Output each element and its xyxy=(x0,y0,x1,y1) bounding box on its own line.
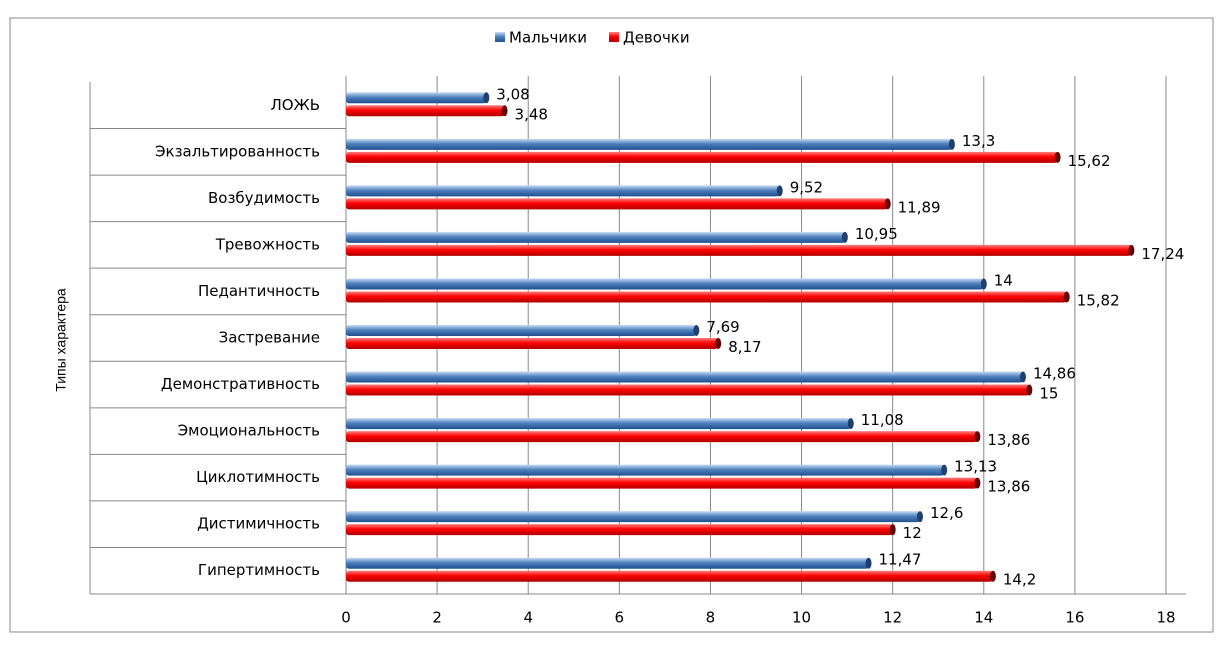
value-label: 11,08 xyxy=(861,411,904,429)
bar xyxy=(346,291,1067,303)
value-label: 13,86 xyxy=(987,431,1030,449)
bar xyxy=(346,231,845,243)
bar-cap xyxy=(841,231,848,243)
bar xyxy=(346,198,888,210)
y-tick-label: Застревание xyxy=(219,329,320,347)
value-label: 3,48 xyxy=(515,105,548,123)
bar-cap xyxy=(865,557,872,569)
bar xyxy=(346,464,945,476)
bar-cap xyxy=(889,524,896,536)
value-label: 15 xyxy=(1039,385,1058,403)
legend-label: Мальчики xyxy=(509,29,587,47)
bar xyxy=(346,151,1058,163)
x-tick-label: 14 xyxy=(974,609,993,627)
bar-cap xyxy=(693,325,700,336)
value-label: 12 xyxy=(903,524,922,542)
y-tick-label: Гипертимность xyxy=(198,561,320,579)
bar-cap xyxy=(980,278,987,290)
bar xyxy=(346,185,780,197)
x-tick-label: 8 xyxy=(706,609,716,627)
bar-cap xyxy=(501,105,508,117)
bar xyxy=(346,138,952,150)
bar-cap xyxy=(483,92,490,104)
bar-cap xyxy=(1128,244,1135,256)
bar xyxy=(346,570,993,582)
legend-swatch xyxy=(495,32,505,42)
value-label: 11,89 xyxy=(898,198,941,216)
y-tick-label: Экзальтированность xyxy=(155,142,320,160)
y-tick-label: Тревожность xyxy=(215,235,320,253)
y-tick-label: Демонстративность xyxy=(161,375,320,393)
bar-cap xyxy=(941,464,948,476)
bar-cap xyxy=(776,185,783,197)
value-label: 13,3 xyxy=(962,132,995,150)
value-label: 17,24 xyxy=(1141,245,1184,263)
y-tick-label: Эмоциональность xyxy=(178,422,320,440)
value-label: 14 xyxy=(994,271,1013,289)
bar-cap xyxy=(847,418,854,430)
value-label: 14,86 xyxy=(1033,365,1076,383)
value-label: 12,6 xyxy=(930,504,963,522)
legend-swatch xyxy=(608,32,619,42)
bar xyxy=(346,418,851,430)
value-label: 8,17 xyxy=(728,338,761,356)
bar-cap xyxy=(948,138,955,150)
x-tick-label: 6 xyxy=(615,609,625,627)
bar xyxy=(346,338,719,349)
bar-cap xyxy=(1019,371,1026,383)
x-tick-label: 12 xyxy=(883,609,902,627)
value-label: 15,62 xyxy=(1068,152,1111,170)
bar-cap xyxy=(1063,291,1070,303)
bar xyxy=(346,511,920,523)
y-tick-label: Возбудимость xyxy=(208,189,320,207)
bar xyxy=(346,371,1023,383)
value-label: 9,52 xyxy=(790,178,823,196)
value-label: 13,13 xyxy=(954,458,997,476)
value-label: 7,69 xyxy=(706,318,739,336)
bar xyxy=(346,325,697,336)
bar xyxy=(346,557,869,569)
y-axis-title: Типы характера xyxy=(53,288,69,392)
value-label: 3,08 xyxy=(496,85,529,103)
bar-cap xyxy=(715,338,722,349)
value-label: 10,95 xyxy=(855,225,898,243)
bar xyxy=(346,92,487,104)
value-label: 13,86 xyxy=(987,478,1030,496)
y-tick-label: ЛОЖЬ xyxy=(270,96,320,114)
value-label: 11,47 xyxy=(879,551,922,569)
bar xyxy=(346,244,1132,256)
legend-label: Девочки xyxy=(623,29,690,47)
bar xyxy=(346,477,978,489)
x-tick-label: 10 xyxy=(792,609,811,627)
y-tick-label: Циклотимность xyxy=(196,468,320,486)
value-label: 15,82 xyxy=(1077,291,1120,309)
bar xyxy=(346,524,893,536)
bar xyxy=(346,384,1030,396)
y-tick-label: Дистимичность xyxy=(197,515,320,533)
bar-cap xyxy=(974,431,981,443)
bar-cap xyxy=(989,570,996,582)
x-tick-label: 2 xyxy=(432,609,442,627)
bar-cap xyxy=(1054,151,1061,163)
bar-cap xyxy=(1026,384,1033,396)
y-tick-label: Педантичность xyxy=(198,282,320,300)
x-tick-label: 16 xyxy=(1065,609,1084,627)
x-tick-label: 4 xyxy=(523,609,533,627)
bar-cap xyxy=(884,198,891,210)
x-tick-label: 0 xyxy=(341,609,351,627)
x-tick-label: 18 xyxy=(1156,609,1175,627)
bar xyxy=(346,431,978,443)
value-label: 14,2 xyxy=(1003,571,1036,589)
bar xyxy=(346,278,984,290)
bar-cap xyxy=(974,477,981,489)
bar xyxy=(346,105,505,117)
bar-cap xyxy=(917,511,923,523)
